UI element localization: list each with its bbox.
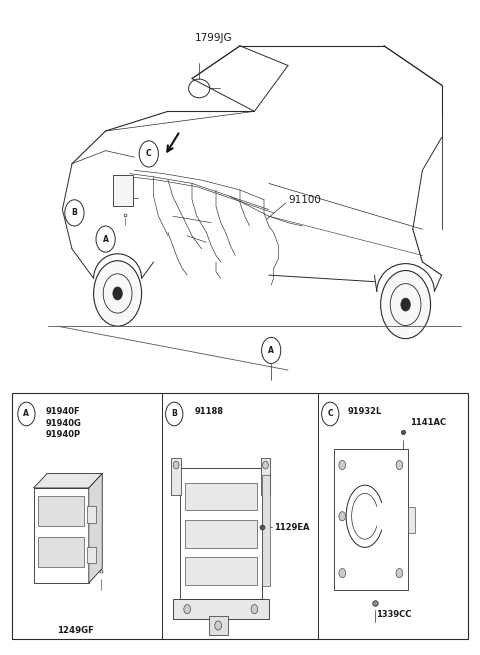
Text: 1129EA: 1129EA xyxy=(274,523,309,532)
Circle shape xyxy=(339,512,346,521)
Bar xyxy=(408,507,415,533)
Polygon shape xyxy=(89,474,102,583)
Text: A: A xyxy=(24,409,29,419)
Bar xyxy=(12,393,468,639)
Text: 91100: 91100 xyxy=(288,195,321,205)
Text: B: B xyxy=(72,208,77,217)
Circle shape xyxy=(251,605,258,614)
Bar xyxy=(113,175,133,206)
Bar xyxy=(38,537,84,567)
Circle shape xyxy=(262,337,281,364)
Text: 91188: 91188 xyxy=(194,407,223,416)
Bar xyxy=(185,483,257,510)
Polygon shape xyxy=(34,474,102,488)
Circle shape xyxy=(339,569,346,578)
Circle shape xyxy=(96,226,115,252)
Text: A: A xyxy=(103,234,108,244)
Bar xyxy=(261,458,270,495)
Bar xyxy=(34,488,89,583)
Bar xyxy=(262,475,270,586)
Circle shape xyxy=(18,402,35,426)
Circle shape xyxy=(215,621,222,630)
Circle shape xyxy=(401,298,410,311)
Text: 1141AC: 1141AC xyxy=(410,418,446,427)
Circle shape xyxy=(113,287,122,300)
Bar xyxy=(334,449,408,590)
Circle shape xyxy=(322,402,339,426)
Bar xyxy=(87,547,96,563)
Circle shape xyxy=(339,460,346,470)
Text: 91932L: 91932L xyxy=(348,407,382,416)
Circle shape xyxy=(184,605,191,614)
Bar xyxy=(185,520,257,548)
Text: 91940P: 91940P xyxy=(46,430,81,440)
Circle shape xyxy=(173,461,179,469)
Circle shape xyxy=(166,402,183,426)
Circle shape xyxy=(396,460,403,470)
Text: 1799JG: 1799JG xyxy=(195,33,232,43)
Circle shape xyxy=(94,261,142,326)
Text: C: C xyxy=(327,409,333,419)
Bar xyxy=(173,599,269,619)
Bar xyxy=(87,506,96,523)
Circle shape xyxy=(139,141,158,167)
Text: C: C xyxy=(146,149,152,159)
Bar xyxy=(180,468,262,599)
Text: 91940F: 91940F xyxy=(46,407,80,416)
Bar xyxy=(171,458,181,495)
Circle shape xyxy=(396,569,403,578)
Bar xyxy=(38,496,84,526)
Circle shape xyxy=(263,461,268,469)
Text: 1339CC: 1339CC xyxy=(376,610,411,619)
Text: A: A xyxy=(268,346,274,355)
Text: B: B xyxy=(171,409,177,419)
Bar xyxy=(185,557,257,585)
Text: 91940G: 91940G xyxy=(46,419,82,428)
Circle shape xyxy=(65,200,84,226)
Text: 1249GF: 1249GF xyxy=(58,626,94,635)
Bar xyxy=(208,616,228,635)
Circle shape xyxy=(381,271,431,339)
